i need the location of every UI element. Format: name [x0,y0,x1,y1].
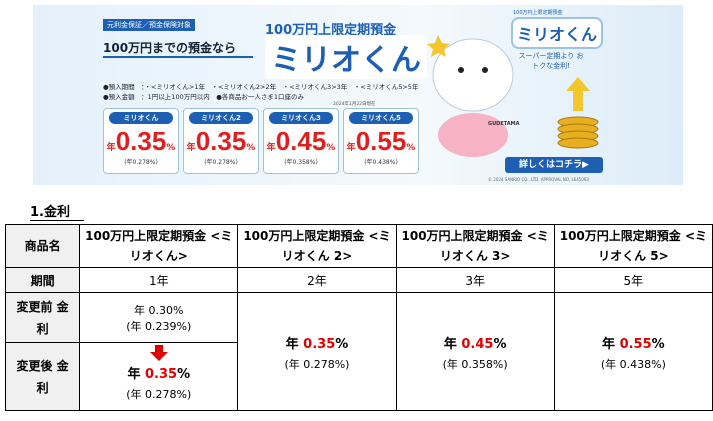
section-title: 1.金利 [30,201,84,221]
after-rate: 年 0.35% (年 0.278%) [237,292,397,411]
coins [557,77,599,149]
rate-value: 0.35 [115,126,167,156]
rate-value: 0.45 [275,126,327,156]
card-name: ミリオくん5 [349,112,413,124]
rate-value: 0.35 [144,367,178,382]
rate-table: 商品名 100万円上限定期預金 <ミリオくん> 100万円上限定期預金 <ミリオくん… [4,224,713,411]
card-sub: (年0.278%) [124,159,158,166]
card-sub: (年0.358%) [284,159,318,166]
rate-prefix: 年 [186,143,196,153]
rate-suffix: % [326,143,336,153]
rate-value: 0.35 [303,337,336,352]
copyright: © 2024 SANRIO CO., LTD. APPROVAL NO. L64… [488,177,589,182]
card-name: ミリオくん2 [189,112,253,124]
after-sub: (年 0.358%) [442,358,508,371]
row-label: 変更前 金利 [4,292,81,343]
header-cell: 100万円上限定期預金 <ミリオくん 3> [395,224,555,268]
rate-card: ミリオくん5 年0.55% (年0.438%) [343,108,419,174]
after-sub: (年 0.278%) [126,388,192,401]
side-copy: スーパー定期より おトクな金利! [518,52,584,70]
rate-prefix: 年 [127,367,145,382]
row-label: 期間 [4,267,81,293]
rate-suffix: % [651,337,665,352]
card-name: ミリオくん3 [269,112,333,124]
logo: ミリオくん [265,35,427,79]
after-main: 年 0.35% [238,333,395,352]
rate-card: ミリオくん年0.35% (年0.278%) [103,108,179,174]
after-sub: (年 0.278%) [284,358,350,371]
character-name: GUDETAMA [488,121,520,127]
card-rate: 年0.35% [184,126,258,157]
after-rate: 年 0.45% (年 0.358%) [395,292,555,411]
period-cell: 1年 [79,267,239,293]
card-rate: 年0.45% [264,126,338,157]
rate-value: 0.55 [355,126,407,156]
rate-prefix: 年 [106,143,116,153]
card-sub: (年0.438%) [364,159,398,166]
after-sub: (年 0.438%) [600,358,666,371]
rate-suffix: % [406,143,416,153]
before-text: 年 0.30% [134,303,184,317]
after-main: 年 0.55% [555,333,712,352]
rate-suffix: % [493,337,507,352]
period-cell: 3年 [395,267,555,293]
after-rate: 年 0.35% (年 0.278%) [79,342,239,411]
side-title: 100万円上限定期預金 [513,10,563,16]
as-of: 2024年1月22日現在 [333,102,376,107]
card-rate: 年0.35% [104,126,178,157]
down-arrow [149,345,168,361]
character-art [427,35,514,157]
rate-card: ミリオくん2 年0.35% (年0.278%) [183,108,259,174]
rate-suffix: % [246,143,256,153]
period-cell: 5年 [553,267,713,293]
rate-card: ミリオくん3 年0.45% (年0.358%) [263,108,339,174]
after-rate: 年 0.55% (年 0.438%) [553,292,713,411]
rate-suffix: % [335,337,349,352]
rate-prefix: 年 [602,337,620,352]
header-cell: 100万円上限定期預金 <ミリオくん> [79,224,239,268]
after-main: 年 0.45% [397,333,554,352]
card-sub: (年0.278%) [204,159,238,166]
card-rate: 年0.55% [344,126,418,157]
rate-prefix: 年 [285,337,304,352]
header-cell: 商品名 [4,224,81,268]
terms-1: ●預入期間 ：・<ミリオくん>1年 ・<ミリオくん2>2年 ・<ミリオくん3>3… [103,83,419,91]
header-cell: 100万円上限定期預金 <ミリオくん 5> [553,224,713,268]
rate-suffix: % [177,367,191,382]
side-logo: ミリオくん [511,17,604,49]
after-main: 年 0.35% [80,363,237,382]
period-cell: 2年 [237,267,397,293]
rate-prefix: 年 [346,143,356,153]
lead: 100万円までの預金なら [103,39,253,58]
card-name: ミリオくん [109,112,173,124]
banner: 元利金保証／預金保険対象 100万円までの預金なら 100万円上限定期預金 ミリ… [33,5,683,185]
details-button[interactable]: 詳しくはコチラ▶ [505,157,603,173]
rate-value: 0.45 [461,337,494,352]
header-cell: 100万円上限定期預金 <ミリオくん 2> [237,224,397,268]
rate-suffix: % [166,143,176,153]
terms-2: ●預入金額 ：1円以上100万円以内 ●各商品お一人さま1口座のみ [103,93,305,101]
rate-value: 0.55 [619,337,652,352]
row-label: 変更後 金利 [4,342,81,411]
rate-prefix: 年 [266,143,276,153]
product-line: 100万円上限定期預金 [265,23,397,38]
before-rate: 年 0.30% (年 0.239%) [79,292,239,343]
rate-value: 0.35 [195,126,247,156]
badge: 元利金保証／預金保険対象 [103,19,195,31]
before-sub: (年 0.239%) [126,319,192,333]
rate-prefix: 年 [443,337,462,352]
